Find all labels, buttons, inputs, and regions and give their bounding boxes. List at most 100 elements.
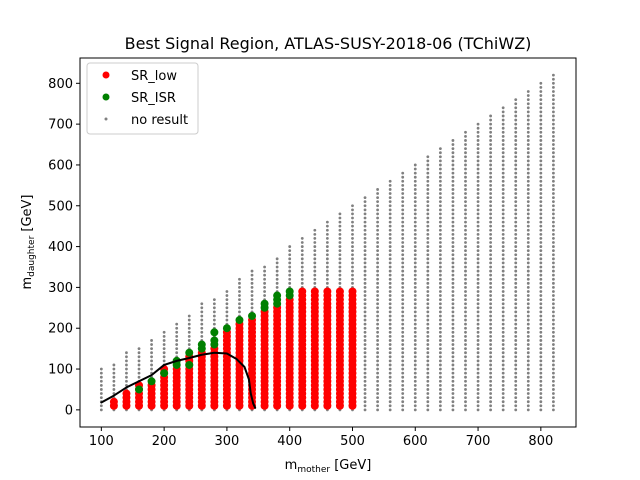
no-result-point [300,273,304,277]
no-result-point [438,302,442,306]
no-result-point [413,363,417,367]
no-result-point [413,314,417,318]
data-markers [99,73,555,412]
no-result-point [376,208,379,212]
no-result-point [351,241,354,244]
no-result-point [376,334,379,338]
no-result-point [413,220,417,224]
y-tick-label: 300 [48,281,73,296]
no-result-point [300,249,304,253]
no-result-point [363,306,367,310]
no-result-point [426,367,430,371]
no-result-point [526,224,530,228]
no-result-point [401,175,405,179]
no-result-point [526,192,530,195]
no-result-point [539,383,543,387]
no-result-point [501,110,505,114]
no-result-point [552,359,555,363]
no-result-point [552,294,555,297]
no-result-point [401,355,405,359]
no-result-point [351,261,354,265]
no-result-point [501,155,505,159]
no-result-point [363,253,367,257]
no-result-point [552,388,555,391]
no-result-point [376,359,379,363]
no-result-point [338,232,342,236]
no-result-point [501,159,505,163]
no-result-point [552,286,555,289]
no-result-point [552,400,555,404]
no-result-point [526,167,530,171]
no-result-point [401,322,405,326]
no-result-point [388,228,392,232]
no-result-point [401,249,405,253]
no-result-point [426,257,430,261]
no-result-point [514,159,518,163]
no-result-point [413,322,417,326]
no-result-point [388,310,392,314]
no-result-point [376,326,379,330]
no-result-point [476,147,480,151]
no-result-point [238,302,241,306]
no-result-point [275,257,279,261]
no-result-point [501,363,505,367]
no-result-point [426,330,430,334]
no-result-point [514,355,518,359]
no-result-point [464,155,467,159]
no-result-point [413,192,417,195]
no-result-point [489,114,493,118]
no-result-point [539,322,543,326]
no-result-point [351,216,354,220]
no-result-point [376,204,379,208]
no-result-point [526,322,530,326]
no-result-point [489,339,493,342]
no-result-point [514,130,518,134]
no-result-point [476,314,480,318]
no-result-point [363,318,367,322]
legend-label-sr-isr: SR_ISR [131,91,176,106]
no-result-point [464,143,467,146]
no-result-point [288,269,292,273]
no-result-point [413,343,417,346]
no-result-point [552,367,555,371]
no-result-point [489,224,493,228]
no-result-point [514,392,518,395]
no-result-point [514,334,518,338]
no-result-point [212,322,216,326]
no-result-point [489,334,493,338]
no-result-point [464,290,467,293]
no-result-point [489,392,493,395]
no-result-point [388,192,392,195]
no-result-point [501,400,505,404]
no-result-point [401,314,405,318]
no-result-point [401,290,405,293]
no-result-point [99,371,103,375]
no-result-point [526,290,530,293]
legend-marker-sr-isr [102,93,110,101]
no-result-point [514,98,518,102]
no-result-point [325,281,329,285]
no-result-point [438,253,442,257]
no-result-point [451,367,455,371]
no-result-point [413,208,417,212]
no-result-point [376,192,379,195]
no-result-point [363,286,367,289]
no-result-point [552,212,555,216]
no-result-point [325,269,329,273]
no-result-point [413,347,417,351]
no-result-point [376,339,379,342]
no-result-point [526,257,530,261]
no-result-point [200,326,204,330]
no-result-point [325,249,329,253]
no-result-point [426,237,430,240]
no-result-point [514,212,518,216]
no-result-point [476,192,480,195]
no-result-point [313,281,317,285]
no-result-point [175,347,179,351]
no-result-point [526,179,530,183]
no-result-point [376,388,379,391]
no-result-point [489,204,493,208]
no-result-point [514,175,518,179]
no-result-point [438,265,442,269]
no-result-point [489,273,493,277]
